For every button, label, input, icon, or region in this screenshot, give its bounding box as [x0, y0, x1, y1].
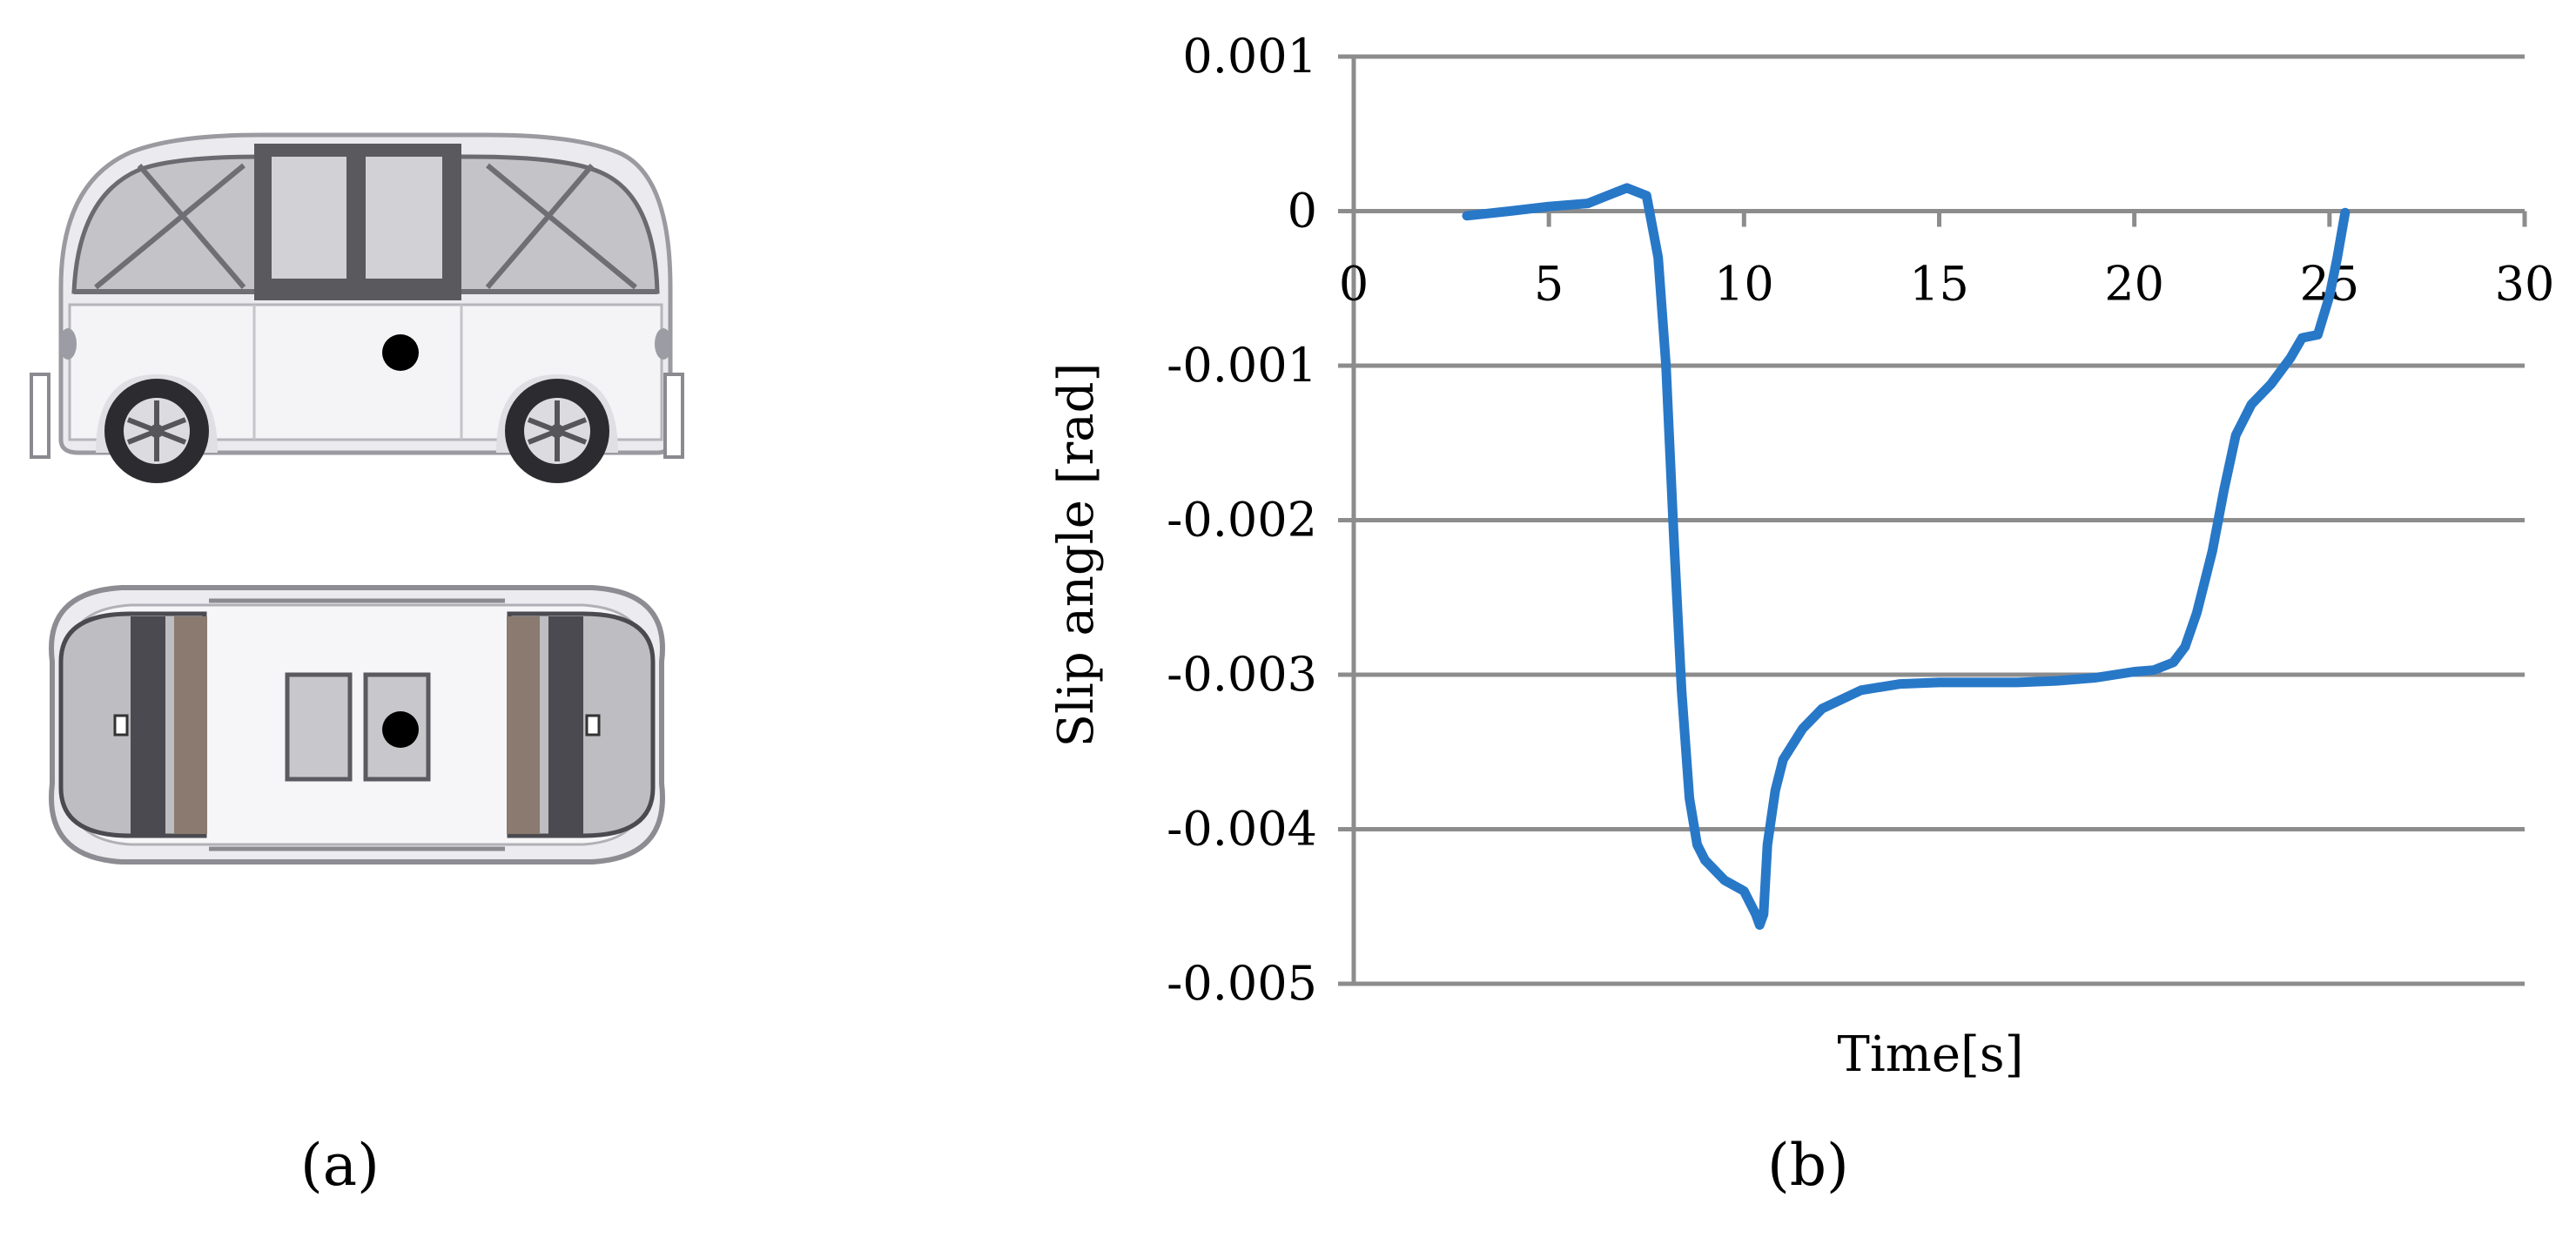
- series-layer: [1462, 183, 2351, 930]
- x-tick-label: 20: [2104, 257, 2164, 312]
- y-tick-label: -0.005: [1167, 956, 1317, 1011]
- y-tick-label: 0.001: [1182, 29, 1317, 84]
- panel-label-a: (a): [300, 1132, 380, 1199]
- x-tick-label: 5: [1534, 257, 1564, 312]
- x-tick-labels: 0 5 10 15 20 25 30: [1339, 257, 2555, 312]
- wheel-icon: [505, 379, 609, 483]
- x-axis-title: Time[s]: [1838, 1026, 2024, 1083]
- y-tick-labels: 0.001 0 -0.001 -0.002 -0.003 -0.004 -0.005: [1167, 29, 1317, 1011]
- y-tick-label: -0.003: [1167, 647, 1317, 702]
- cg-marker: [382, 334, 419, 371]
- y-tick-label: 0: [1288, 184, 1317, 239]
- panel-label-b: (b): [1767, 1132, 1849, 1199]
- y-axis-title: Slip angle [rad]: [1048, 363, 1105, 748]
- x-tick-label: 15: [1909, 257, 1969, 312]
- grid-lines: [1354, 54, 2525, 986]
- cg-marker: [382, 711, 419, 748]
- x-tick-label: 30: [2495, 257, 2555, 312]
- y-tick-label: -0.001: [1167, 338, 1317, 393]
- y-tick-label: -0.004: [1167, 802, 1317, 857]
- series-line: [1462, 183, 2351, 930]
- x-tick-label: 0: [1339, 257, 1369, 312]
- slip-angle-chart: 0.001 0 -0.001 -0.002 -0.003 -0.004 -0.005 0 5 1…: [1048, 29, 2555, 1083]
- vehicle-top-view: [49, 585, 665, 864]
- wheel-icon: [104, 379, 209, 483]
- y-tick-label: -0.002: [1167, 493, 1317, 548]
- x-tick-label: 10: [1714, 257, 1774, 312]
- vehicle-side-view: [30, 132, 684, 483]
- axes: [1338, 54, 2527, 986]
- vehicle-illustration: [30, 132, 684, 864]
